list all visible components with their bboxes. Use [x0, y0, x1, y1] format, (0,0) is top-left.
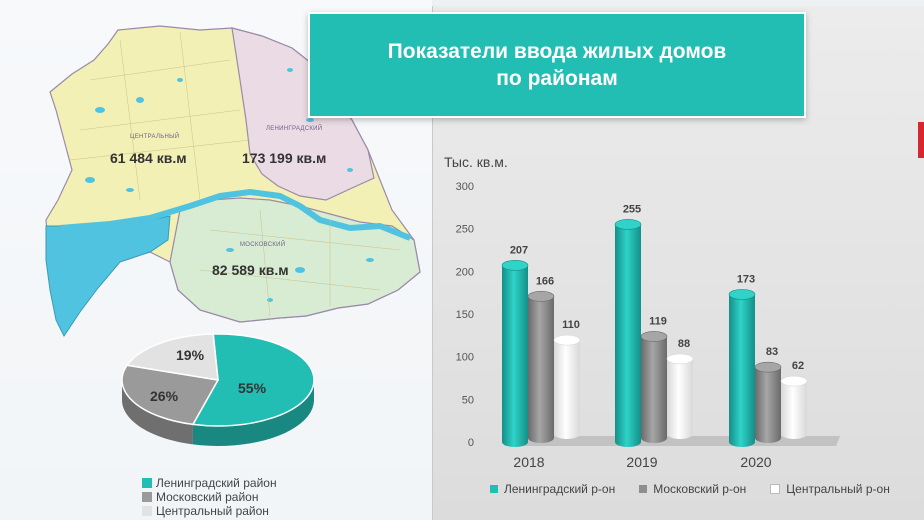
- pie-slice: [191, 333, 315, 427]
- bar: [615, 224, 641, 447]
- data-label: 255: [623, 203, 641, 215]
- y-tick-label: 250: [456, 224, 474, 236]
- bar-cap: [754, 361, 782, 373]
- map-label-central-area: 61 484 кв.м: [110, 150, 187, 166]
- legend-swatch: [142, 492, 152, 502]
- pie-slice-side: [122, 379, 193, 445]
- bar: [781, 381, 807, 439]
- map-label-moskovsky-name: МОСКОВСКИЙ: [240, 242, 286, 248]
- page-title-line-1: Показатели ввода жилых домов: [387, 40, 727, 63]
- bar-cap: [501, 260, 529, 271]
- legend-label: Центральный р-он: [786, 482, 890, 496]
- bar: [554, 340, 580, 439]
- bar-cap: [527, 291, 555, 302]
- legend-item-moskovsky: Московский р-он: [639, 482, 746, 496]
- chart-unit-label: Тыс. кв.м.: [444, 154, 508, 170]
- x-tick-label: 2020: [740, 454, 771, 470]
- bar: [729, 294, 755, 447]
- data-label: 119: [649, 315, 667, 327]
- accent-mark: [918, 122, 924, 158]
- legend-label: Московский район: [156, 490, 259, 504]
- legend-swatch: [770, 484, 781, 494]
- bar: [641, 336, 667, 443]
- pie-slice-side: [192, 380, 314, 446]
- data-label: 62: [792, 360, 804, 372]
- bar: [502, 265, 528, 447]
- map-label-central-name: ЦЕНТРАЛЬНЫЙ: [130, 134, 180, 140]
- pie-legend: Ленинградский район Московский район Цен…: [142, 476, 277, 518]
- y-tick-label: 50: [462, 394, 474, 406]
- legend-item-leningradsky: Ленинградский р-он: [490, 482, 615, 496]
- map-lakes: [85, 68, 374, 302]
- bar-chart-legend: Ленинградский р-он Московский р-он Центр…: [490, 482, 914, 496]
- data-label: 110: [562, 319, 580, 331]
- bar-cap: [640, 331, 668, 342]
- bar-cap: [728, 289, 756, 300]
- legend-swatch: [490, 485, 498, 493]
- legend-swatch: [639, 485, 648, 493]
- x-tick-label: 2019: [626, 454, 657, 470]
- title-banner: Показатели ввода жилых домов по районам: [308, 12, 806, 118]
- data-label: 207: [510, 244, 528, 256]
- map-streets: [69, 31, 401, 317]
- y-tick-label: 300: [456, 181, 474, 193]
- data-label: 88: [678, 338, 690, 350]
- y-tick-label: 0: [468, 437, 474, 449]
- data-label: 166: [536, 275, 554, 287]
- legend-label: Московский р-он: [653, 482, 747, 496]
- bar-cap: [553, 334, 581, 346]
- bar-cap: [666, 353, 694, 365]
- bar: [528, 296, 554, 443]
- legend-swatch: [142, 506, 152, 516]
- legend-label: Центральный район: [156, 504, 269, 518]
- y-tick-label: 200: [456, 266, 474, 278]
- y-tick-label: 150: [456, 309, 474, 321]
- y-tick-label: 100: [456, 352, 474, 364]
- pie-label-moskovsky: 26%: [150, 388, 179, 404]
- pie-slice: [125, 333, 219, 381]
- map-label-leningradsky-area: 173 199 кв.м: [242, 150, 327, 166]
- district-map: [45, 25, 421, 446]
- x-tick-label: 2018: [513, 454, 544, 470]
- pie-label-central: 19%: [176, 347, 205, 363]
- map-label-leningradsky-name: ЛЕНИНГРАДСКИЙ: [266, 126, 323, 132]
- pie-legend-item: Московский район: [142, 490, 277, 504]
- bar: [667, 358, 693, 439]
- legend-label: Ленинградский р-он: [504, 482, 616, 496]
- map-river: [59, 189, 412, 241]
- pie-legend-item: Ленинградский район: [142, 476, 277, 490]
- bar-cap: [780, 375, 808, 387]
- page-title-line-2: по районам: [496, 67, 618, 90]
- data-label: 173: [737, 273, 755, 285]
- legend-swatch: [142, 478, 152, 488]
- map-label-moskovsky-area: 82 589 кв.м: [212, 262, 289, 278]
- pie-slice: [121, 364, 220, 426]
- pie-chart: [121, 333, 315, 446]
- bar-cap: [614, 219, 642, 230]
- legend-item-central: Центральный р-он: [770, 482, 890, 496]
- pie-label-leningradsky: 55%: [238, 380, 267, 396]
- data-label: 83: [766, 346, 778, 358]
- legend-label: Ленинградский район: [156, 476, 277, 490]
- bar: [755, 367, 781, 443]
- pie-legend-item: Центральный район: [142, 504, 277, 518]
